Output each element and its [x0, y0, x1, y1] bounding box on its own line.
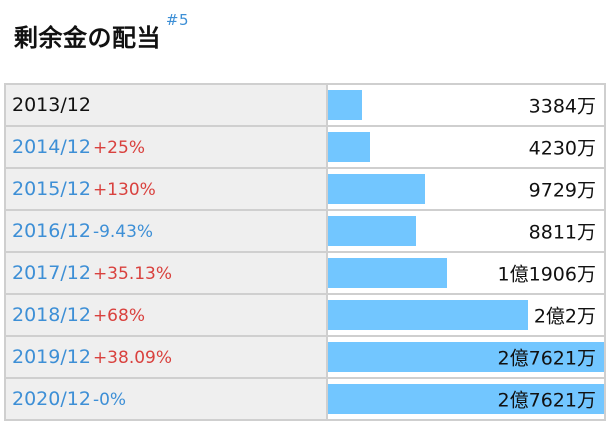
change-percent: +38.09% [92, 348, 173, 368]
year-link[interactable]: 2019/12 [12, 346, 91, 368]
value-bar [328, 258, 447, 288]
dividends-table: 2013/12 3384万 2014/12 +25% 4230万 2015/12 +130%… [4, 83, 606, 421]
amount-value: 8811万 [528, 221, 596, 244]
year-link[interactable]: 2018/12 [12, 304, 91, 326]
year-cell: 2017/12 +35.13% [4, 251, 328, 295]
change-percent: -9.43% [92, 222, 154, 242]
change-percent: -0% [92, 390, 127, 410]
value-bar [328, 384, 604, 414]
year-link[interactable]: 2016/12 [12, 220, 91, 242]
bar-cell: 2億2万 [326, 293, 606, 337]
year-link[interactable]: 2015/12 [12, 178, 91, 200]
value-bar [328, 342, 604, 372]
table-row: 2020/12 -0% 2億7621万 [4, 377, 606, 421]
year-cell: 2015/12 +130% [4, 167, 328, 211]
bar-cell: 1億1906万 [326, 251, 606, 295]
bar-cell: 3384万 [326, 83, 606, 127]
table-row: 2017/12 +35.13% 1億1906万 [4, 251, 606, 295]
change-percent: +68% [92, 306, 145, 326]
change-percent: +25% [92, 138, 145, 158]
bar-cell: 2億7621万 [326, 377, 606, 421]
value-bar [328, 216, 417, 246]
amount-value: 3384万 [528, 95, 596, 118]
value-bar [328, 132, 371, 162]
year-cell: 2016/12 -9.43% [4, 209, 328, 253]
amount-value: 4230万 [528, 137, 596, 160]
year-link[interactable]: 2017/12 [12, 262, 91, 284]
year-cell: 2013/12 [4, 83, 328, 127]
year-cell: 2014/12 +25% [4, 125, 328, 169]
year-cell: 2018/12 +68% [4, 293, 328, 337]
table-row: 2014/12 +25% 4230万 [4, 125, 606, 169]
value-bar [328, 300, 528, 330]
change-percent: +35.13% [92, 264, 173, 284]
value-bar [328, 174, 426, 204]
amount-value: 2億7621万 [497, 347, 596, 370]
year-label: 2013/12 [12, 94, 91, 116]
table-row: 2016/12 -9.43% 8811万 [4, 209, 606, 253]
bar-cell: 8811万 [326, 209, 606, 253]
amount-value: 9729万 [528, 179, 596, 202]
amount-value: 1億1906万 [497, 263, 596, 286]
year-link[interactable]: 2020/12 [12, 388, 91, 410]
year-cell: 2019/12 +38.09% [4, 335, 328, 379]
bar-cell: 9729万 [326, 167, 606, 211]
title-text: 剰余金の配当 [14, 24, 161, 52]
change-percent: +130% [92, 180, 156, 200]
table-row: 2019/12 +38.09% 2億7621万 [4, 335, 606, 379]
year-cell: 2020/12 -0% [4, 377, 328, 421]
bar-cell: 4230万 [326, 125, 606, 169]
value-bar [328, 90, 362, 120]
footnote-ref-link[interactable]: #5 [165, 11, 189, 29]
table-row: 2018/12 +68% 2億2万 [4, 293, 606, 337]
bar-cell: 2億7621万 [326, 335, 606, 379]
table-row: 2013/12 3384万 [4, 83, 606, 127]
amount-value: 2億7621万 [497, 389, 596, 412]
dividends-table-body: 2013/12 3384万 2014/12 +25% 4230万 2015/12 +130%… [4, 83, 606, 421]
amount-value: 2億2万 [533, 305, 596, 328]
year-link[interactable]: 2014/12 [12, 136, 91, 158]
table-row: 2015/12 +130% 9729万 [4, 167, 606, 211]
page-title: 剰余金の配当 #5 [14, 11, 188, 53]
